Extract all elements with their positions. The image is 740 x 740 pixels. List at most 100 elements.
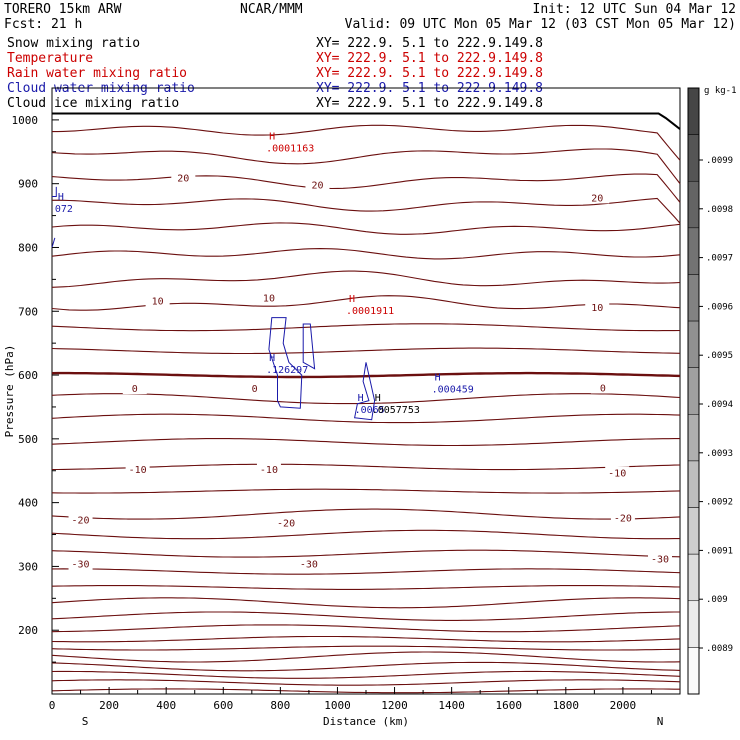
isotherm-line (51, 508, 681, 520)
contour-label-bg (171, 171, 196, 184)
isotherm-line (51, 670, 681, 679)
cloud-water-contours (51, 186, 376, 421)
colorbar-unit: g kg-1 (704, 86, 737, 96)
isotherm-line (51, 270, 681, 288)
colorbar-cell (687, 134, 700, 182)
colorbar-label: .0089 (706, 644, 733, 654)
cloud-water-contour (354, 362, 376, 421)
isotherm-line (51, 661, 681, 672)
field-legend: Snow mixing ratio XY= 222.9. 5.1 to 222.9… (7, 36, 543, 111)
colorbar: g kg-1 .0099.0098.0097.0096.0095.0094.00… (687, 86, 737, 695)
maximum-value: .0001163 (266, 143, 314, 154)
maximum-marker: H (375, 393, 381, 404)
x-axis-label: Distance (km) (323, 715, 409, 728)
colorbar-cell (687, 553, 700, 602)
terrain-line (52, 112, 681, 130)
isotherm-line (51, 197, 681, 224)
isotherm-line (51, 651, 681, 663)
contour-label-bg (585, 301, 610, 314)
contour-label-bg (256, 291, 281, 304)
plot-area: -30 -30 -30 -20 -20 -20 -10 -10 -10 0 0 0 10 10 10 20 20… (51, 87, 681, 695)
maximum-value: .0001911 (346, 306, 394, 317)
x-tick-label: 600 (213, 699, 233, 712)
maximum-marker: H (349, 294, 355, 305)
colorbar-labels: .0099 .0098 .0097 .0096 .0095 .0094 .0093 .0092… (699, 156, 733, 654)
isotherm-line (51, 635, 681, 643)
temperature-contour-label: 20 (177, 174, 189, 185)
x-tick-label: 1800 (553, 699, 580, 712)
isotherm-line (51, 222, 681, 235)
contour-label-bg (590, 381, 615, 394)
colorbar-cell (687, 87, 700, 135)
colorbar-label: .0096 (706, 302, 733, 312)
legend-field-range: XY= 222.9. 5.1 to 222.9.149.8 (316, 36, 543, 51)
isotherm-line (51, 488, 681, 494)
legend-field-range: XY= 222.9. 5.1 to 222.9.149.8 (316, 96, 543, 111)
isotherm-line (51, 624, 681, 633)
isotherm-line (51, 529, 680, 540)
isotherm-line (51, 323, 681, 332)
maximum-marker: H (58, 192, 64, 203)
colorbar-label: .0093 (706, 449, 733, 459)
legend-field-range: XY= 222.9. 5.1 to 222.9.149.8 (316, 51, 543, 66)
colorbar-cell (687, 600, 700, 648)
colorbar-cell (687, 647, 700, 695)
y-tick-label: 400 (18, 497, 38, 510)
contour-label-bg (145, 294, 170, 307)
x-tick-label: 0 (49, 699, 56, 712)
temperature-contour-label: 20 (311, 181, 323, 192)
x-tick-label: 800 (270, 699, 290, 712)
legend-field-name: Temperature (7, 51, 93, 66)
contour-label-bg (610, 511, 635, 524)
terrain-surface (52, 112, 681, 130)
x-tick-label: 1200 (381, 699, 408, 712)
x-tick-label: 1600 (495, 699, 522, 712)
temperature-contour-label: -20 (277, 519, 295, 530)
maximum-value: 072 (55, 204, 73, 215)
isotherm-line (51, 679, 681, 686)
isotherm-line (51, 597, 681, 609)
isotherm-line (51, 347, 681, 355)
isotherm-line (51, 148, 681, 184)
colorbar-cell (687, 274, 700, 322)
colorbar-label: .0092 (706, 498, 733, 508)
legend-field-name: Snow mixing ratio (7, 36, 140, 51)
maximum-value: .0057753 (372, 405, 420, 416)
maximum-value: .0065 (355, 405, 385, 416)
maximum-marker: H (269, 131, 275, 142)
colorbar-cells (687, 87, 700, 695)
isotherm-line (51, 173, 681, 203)
isotherm-line (52, 124, 681, 161)
cloud-water-contour (268, 317, 303, 409)
colorbar-label: .0099 (706, 156, 733, 166)
colorbar-label: .0091 (706, 546, 733, 556)
legend-field-name: Rain water mixing ratio (7, 66, 187, 81)
temperature-contour-label: -10 (608, 468, 626, 479)
colorbar-label: .0097 (706, 254, 733, 264)
colorbar-cell (687, 367, 700, 415)
init-time: Init: 12 UTC Sun 04 Mar 12 (533, 2, 737, 17)
x-tick-label: 2000 (610, 699, 637, 712)
contour-label-bg (296, 557, 321, 570)
y-tick-label: 500 (18, 433, 38, 446)
isotherm-line (51, 549, 681, 558)
isotherm-line (51, 438, 680, 447)
contour-label-bg (242, 382, 267, 395)
temperature-contour-label: 0 (600, 383, 606, 394)
isotherm-line (51, 393, 681, 405)
maxima-labels: H.126297H.0065H.0057753H.000459H.0001911… (55, 131, 474, 416)
colorbar-frame (687, 87, 700, 695)
cloud-water-contour (52, 186, 57, 197)
y-tick-label: 800 (18, 241, 38, 254)
colorbar-label: .0098 (706, 205, 733, 215)
y-tick-label: 300 (18, 560, 38, 573)
y-tick-label: 700 (18, 305, 38, 318)
temperature-contour-label: -20 (72, 515, 90, 526)
contour-label-bg (605, 466, 630, 479)
temperature-contour-label: -10 (129, 465, 147, 476)
isotherm-line (52, 568, 681, 575)
cloud-water-contour (302, 323, 316, 370)
y-tick-label: 600 (18, 369, 38, 382)
maximum-value: .126297 (266, 365, 308, 376)
colorbar-cell (687, 507, 700, 555)
